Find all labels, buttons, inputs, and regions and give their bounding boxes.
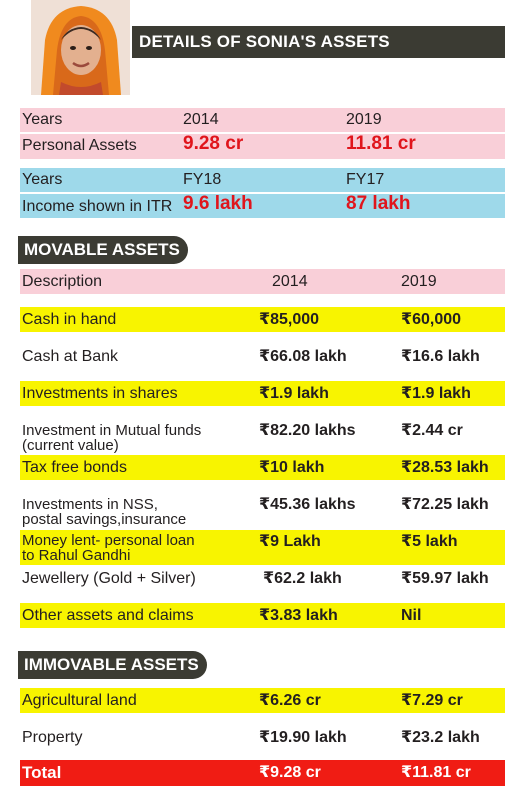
personal-assets-label: Personal Assets [22, 137, 137, 154]
header-bar [132, 26, 505, 58]
col-description: Description [22, 273, 103, 290]
row-value-2014: ₹6.26 cr [259, 692, 321, 709]
row-value-2014: ₹1.9 lakh [259, 385, 329, 402]
total-2019: ₹11.81 cr [401, 764, 471, 781]
fy18-label: FY18 [183, 171, 222, 188]
row-description: Tax free bonds [22, 459, 127, 476]
row-value-2014: ₹82.20 lakhs [259, 422, 356, 439]
row-value-2019: ₹60,000 [401, 311, 462, 328]
table-row [20, 307, 505, 332]
row-value-2014: ₹66.08 lakh [259, 348, 347, 365]
row-description: Cash at Bank [22, 348, 119, 365]
row-description: Agricultural land [22, 692, 137, 709]
row-value-2019: ₹16.6 lakh [401, 348, 480, 365]
row-value-2014: ₹9 Lakh [259, 533, 321, 550]
table-row [20, 455, 505, 480]
row-description: Cash in hand [22, 311, 117, 328]
portrait-icon [31, 0, 130, 95]
row-value-2014: ₹85,000 [259, 311, 320, 328]
row-value-2014: ₹62.2 lakh [263, 570, 342, 587]
row-value-2019: ₹59.97 lakh [401, 570, 489, 587]
movable-assets-heading: MOVABLE ASSETS [18, 236, 188, 264]
row-description: Property [22, 729, 83, 746]
row-description: Money lent- personal loan [22, 532, 195, 549]
row-description-line2: (current value) [22, 437, 119, 454]
row-value-2019: ₹28.53 lakh [401, 459, 489, 476]
table-row [20, 603, 505, 628]
income-fy18: 9.6 lakh [183, 193, 253, 214]
years-label: Years [22, 111, 63, 128]
row-description: Investment in Mutual funds [22, 422, 202, 439]
personal-assets-2014: 9.28 cr [183, 133, 244, 154]
table-row [20, 688, 505, 713]
row-value-2014: ₹45.36 lakhs [259, 496, 356, 513]
header-title: DETAILS OF SONIA'S ASSETS [139, 32, 390, 51]
row-value-2019: ₹5 lakh [401, 533, 458, 550]
table-row [20, 530, 505, 565]
table-row [20, 381, 505, 406]
col-2019: 2019 [401, 273, 437, 290]
portrait-photo [31, 0, 130, 95]
row-value-2019: ₹72.25 lakh [401, 496, 489, 513]
row-value-2014: ₹3.83 lakh [259, 607, 338, 624]
row-description-line2: to Rahul Gandhi [22, 547, 131, 564]
row-description: Investments in shares [22, 385, 178, 402]
row-value-2014: ₹19.90 lakh [259, 729, 347, 746]
total-row [20, 760, 505, 786]
immovable-assets-heading: IMMOVABLE ASSETS [18, 651, 207, 679]
total-label: Total [22, 763, 62, 782]
row-value-2019: ₹1.9 lakh [401, 385, 471, 402]
year-2019: 2019 [346, 111, 382, 128]
row-value-2019: Nil [401, 607, 422, 624]
row-description: Investments in NSS, [22, 496, 158, 513]
row-description: Jewellery (Gold + Silver) [22, 570, 196, 587]
row-value-2019: ₹23.2 lakh [401, 729, 480, 746]
row-value-2014: ₹10 lakh [259, 459, 325, 476]
income-label: Income shown in ITR [22, 198, 173, 215]
total-2014: ₹9.28 cr [259, 764, 321, 781]
year-2014: 2014 [183, 111, 219, 128]
years-label: Years [22, 171, 63, 188]
row-description-line2: postal savings,insurance [22, 511, 187, 528]
column-header-band [20, 269, 505, 294]
income-fy17: 87 lakh [346, 193, 411, 214]
row-value-2019: ₹2.44 cr [401, 422, 463, 439]
row-description: Other assets and claims [22, 607, 194, 624]
col-2014: 2014 [272, 273, 308, 290]
divider [20, 192, 505, 194]
divider [20, 132, 505, 134]
personal-assets-2019: 11.81 cr [346, 133, 416, 154]
fy17-label: FY17 [346, 171, 385, 188]
row-value-2019: ₹7.29 cr [401, 692, 463, 709]
